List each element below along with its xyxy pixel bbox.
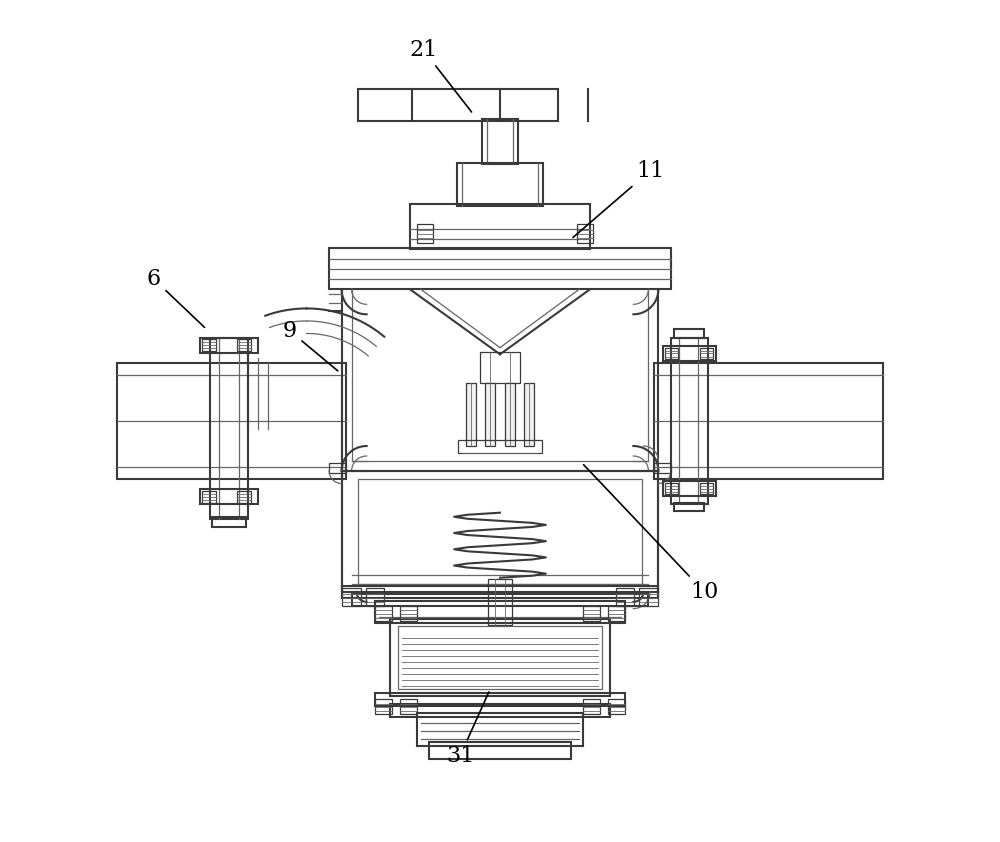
Bar	[583, 606, 600, 621]
Bar	[366, 588, 384, 606]
Bar	[358, 89, 558, 121]
Bar	[583, 700, 600, 715]
Text: 9: 9	[283, 320, 338, 370]
Bar	[202, 491, 216, 503]
Bar	[352, 594, 648, 606]
Bar	[674, 503, 704, 511]
Bar	[417, 224, 433, 242]
Bar	[654, 463, 671, 472]
Bar	[639, 588, 658, 606]
Text: 31: 31	[446, 692, 489, 767]
Bar	[400, 606, 417, 621]
Bar	[700, 348, 713, 360]
Bar	[505, 383, 515, 446]
Bar	[390, 704, 610, 717]
Bar	[466, 383, 476, 446]
Bar	[665, 482, 678, 494]
Bar	[674, 329, 704, 338]
Bar	[482, 120, 518, 164]
Bar	[410, 205, 590, 249]
Text: 21: 21	[409, 39, 472, 112]
Bar	[237, 491, 251, 503]
Bar	[608, 606, 625, 621]
Bar	[390, 620, 610, 696]
Bar	[342, 471, 658, 592]
Bar	[671, 338, 708, 504]
Bar	[485, 383, 495, 446]
Bar	[700, 482, 713, 494]
Text: 6: 6	[147, 269, 205, 328]
Bar	[524, 383, 534, 446]
Bar	[616, 588, 634, 606]
Bar	[665, 348, 678, 360]
Bar	[210, 338, 248, 520]
Bar	[329, 248, 671, 290]
Bar	[212, 517, 246, 527]
Bar	[400, 700, 417, 715]
Bar	[458, 440, 542, 453]
Text: 11: 11	[573, 160, 664, 237]
Bar	[608, 700, 625, 715]
Bar	[375, 700, 392, 715]
Bar	[237, 339, 251, 351]
Bar	[429, 742, 571, 759]
Bar	[329, 463, 346, 472]
Bar	[480, 352, 520, 383]
Bar	[200, 489, 258, 504]
Text: 10: 10	[584, 465, 718, 603]
Bar	[663, 481, 716, 496]
Bar	[375, 601, 625, 623]
Bar	[577, 224, 593, 242]
Bar	[488, 579, 512, 626]
Bar	[375, 606, 392, 621]
Bar	[663, 346, 716, 361]
Bar	[654, 363, 883, 479]
Bar	[375, 693, 625, 706]
Bar	[342, 588, 361, 606]
Bar	[457, 163, 543, 206]
Bar	[398, 626, 602, 690]
Bar	[117, 363, 346, 479]
Bar	[417, 713, 583, 746]
Bar	[358, 479, 642, 584]
Bar	[200, 338, 258, 353]
Bar	[342, 586, 658, 598]
Bar	[202, 339, 216, 351]
